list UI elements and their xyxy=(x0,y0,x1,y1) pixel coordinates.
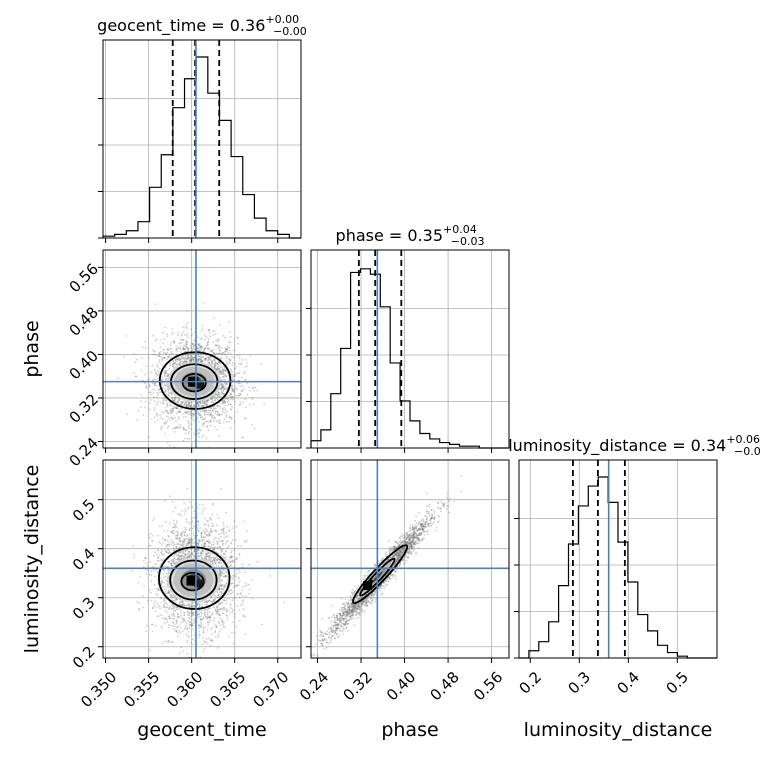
panel-title: geocent_time = 0.36+0.00 −0.00 xyxy=(97,13,307,38)
y-axis-label-phase: phase xyxy=(21,320,43,377)
scatter-frame xyxy=(102,249,302,449)
y-luminosity_distance-tick-label: 0.5 xyxy=(69,496,99,526)
histogram-frame xyxy=(102,39,302,239)
x-geocent_time-tick-label: 0.360 xyxy=(163,668,206,711)
x-axis-label-luminosity_distance: luminosity_distance xyxy=(524,719,713,741)
x-phase-tick-label: 0.48 xyxy=(426,668,462,704)
y-phase-tick-label: 0.40 xyxy=(66,347,102,383)
y-phase-tick-label: 0.32 xyxy=(66,390,102,426)
y-phase-tick-label: 0.56 xyxy=(66,260,102,296)
scatter-phase-vs-luminosity_distance: 0.24 0.32 0.40 0.48 0.56 xyxy=(296,459,510,704)
x-axis-label-phase: phase xyxy=(381,719,438,741)
x-luminosity_distance-tick-label: 0.4 xyxy=(613,668,643,698)
panel-title: phase = 0.35+0.04 −0.03 xyxy=(336,223,485,248)
x-geocent_time-tick-label: 0.355 xyxy=(120,668,163,711)
contour-line xyxy=(352,544,409,605)
x-geocent_time-tick-label: 0.370 xyxy=(249,668,292,711)
contour-line xyxy=(181,373,207,393)
scatter-geocent_time-vs-phase: 0.24 0.32 0.40 0.48 0.56 xyxy=(66,249,302,470)
contour-line xyxy=(180,571,205,592)
scatter-geocent_time-vs-luminosity_distance: 0.350 0.355 0.360 0.365 0.370 0.2 0.3 0.4 0.5 xyxy=(69,459,302,711)
y-phase-tick-label: 0.24 xyxy=(66,434,102,470)
contour-line xyxy=(158,351,232,410)
x-geocent_time-tick-label: 0.350 xyxy=(77,668,120,711)
y-luminosity_distance-tick-label: 0.2 xyxy=(69,643,99,673)
x-phase-tick-label: 0.24 xyxy=(296,668,332,704)
x-phase-tick-label: 0.40 xyxy=(383,668,419,704)
y-luminosity_distance-tick-label: 0.3 xyxy=(69,594,99,624)
scatter-frame xyxy=(310,459,510,659)
x-luminosity_distance-tick-label: 0.3 xyxy=(564,668,594,698)
y-luminosity_distance-tick-label: 0.4 xyxy=(69,545,99,575)
histogram-frame xyxy=(518,459,718,659)
scatter-frame xyxy=(102,459,302,659)
contour-line xyxy=(359,557,396,597)
x-luminosity_distance-tick-label: 0.5 xyxy=(662,668,692,698)
x-luminosity_distance-tick-label: 0.2 xyxy=(515,668,545,698)
x-axis-label-geocent_time: geocent_time xyxy=(137,719,266,741)
histogram-step xyxy=(102,56,301,239)
histogram-frame xyxy=(310,249,510,449)
histogram-phase: phase = 0.35+0.04 −0.03 xyxy=(306,223,510,453)
contour-line xyxy=(169,559,218,601)
x-phase-tick-label: 0.32 xyxy=(339,668,375,704)
y-axis-label-luminosity_distance: luminosity_distance xyxy=(21,465,43,654)
x-phase-tick-label: 0.56 xyxy=(470,668,506,704)
contour-line xyxy=(158,546,231,610)
x-geocent_time-tick-label: 0.365 xyxy=(206,668,249,711)
histogram-geocent_time: geocent_time = 0.36+0.00 −0.00 xyxy=(97,13,307,243)
y-phase-tick-label: 0.48 xyxy=(66,303,102,339)
histogram-luminosity_distance: 0.2 0.3 0.4 0.5 luminosity_distance = 0.34+0… xyxy=(508,433,760,698)
histogram-step xyxy=(310,268,509,449)
density-shading xyxy=(166,557,221,603)
panel-title: luminosity_distance = 0.34+0.06−0.05 xyxy=(508,433,760,458)
histogram-step xyxy=(519,476,717,659)
